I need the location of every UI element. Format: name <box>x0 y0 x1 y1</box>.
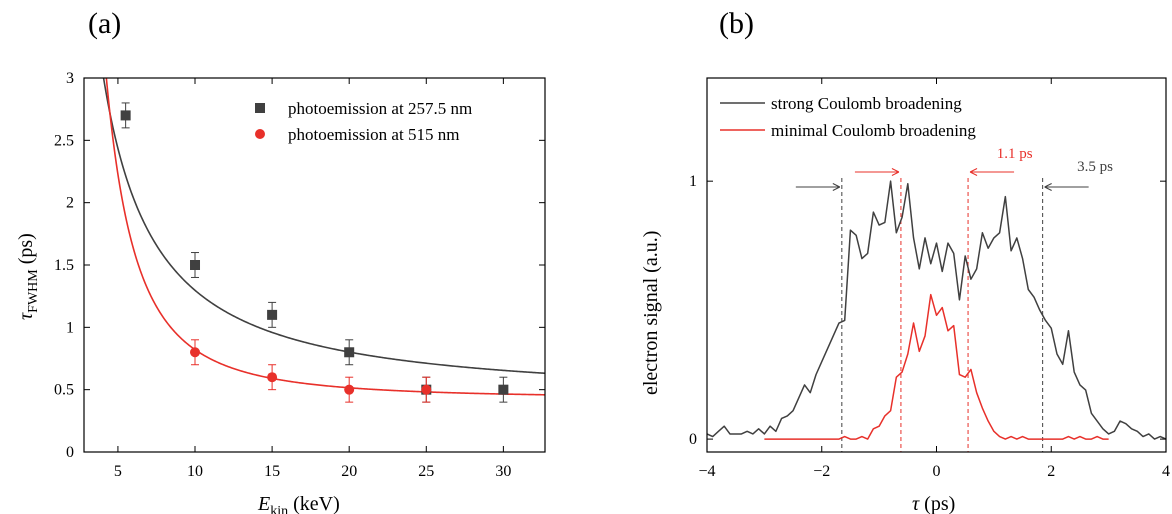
legend-label-minimal: minimal Coulomb broadening <box>771 121 976 140</box>
b-series-line-1 <box>764 293 1109 440</box>
panel-b-label: (b) <box>719 7 754 40</box>
a-point-circle <box>344 384 355 395</box>
b-annotation-0: 1.1 ps <box>997 146 1033 162</box>
legend-marker-515nm <box>255 129 265 139</box>
a-xtick-label: 5 <box>114 463 122 480</box>
a-point-circle <box>190 347 201 358</box>
a-ytick-label: 1 <box>66 319 74 336</box>
panel-a-x-axis-label: Ekin (keV) <box>257 493 340 514</box>
legend-marker-257nm <box>255 103 265 113</box>
panel-b-ticks: −4 −2 0 2 4 0 1 <box>689 78 1170 480</box>
b-xtick-label: −4 <box>698 463 715 480</box>
panel-a-ylabel-sub: FWHM <box>26 269 41 313</box>
b-arrow-black-left-head <box>832 183 841 191</box>
panel-b-xlabel-main: τ <box>912 493 920 514</box>
a-xtick-label: 25 <box>418 463 434 480</box>
panel-a-ticks: 5 10 15 20 25 30 0 0.5 1 1.5 2 2.5 3 <box>54 70 545 480</box>
b-annotation-1: 3.5 ps <box>1077 159 1113 175</box>
panel-a-label: (a) <box>88 7 121 40</box>
a-xtick-label: 15 <box>264 463 280 480</box>
a-point-square <box>498 384 509 395</box>
a-xtick-label: 20 <box>341 463 357 480</box>
panel-a-xlabel-sub: kin <box>270 504 288 514</box>
a-ytick-label: 2 <box>66 195 74 212</box>
a-point-square <box>344 347 355 358</box>
b-ytick-label: 1 <box>689 173 697 190</box>
a-ytick-label: 3 <box>66 70 74 87</box>
b-arrow-red-right-head <box>969 168 978 176</box>
legend-label-257nm: photoemission at 257.5 nm <box>288 99 472 118</box>
panel-b-xlabel-unit: (ps) <box>919 493 955 514</box>
a-xtick-label: 10 <box>187 463 203 480</box>
panel-b-legend: strong Coulomb broadening minimal Coulom… <box>720 94 976 140</box>
panel-b-x-axis-label: τ (ps) <box>912 493 955 514</box>
panel-b-plot-area: 1.1 ps 3.5 ps <box>706 146 1167 452</box>
b-arrow-red-left-head <box>891 168 900 176</box>
panel-a-legend: photoemission at 257.5 nm photoemission … <box>255 99 472 144</box>
legend-label-515nm: photoemission at 515 nm <box>288 125 459 144</box>
a-point-square <box>267 309 278 320</box>
b-series-line-0 <box>706 180 1167 440</box>
a-xtick-label: 30 <box>495 463 511 480</box>
a-fit-curve-1 <box>105 78 545 396</box>
a-ytick-label: 1.5 <box>54 257 74 274</box>
a-point-circle <box>421 384 432 395</box>
panel-b: (b) 1.1 ps 3.5 ps −4 −2 0 2 4 0 1 τ (ps) electr… <box>640 7 1170 514</box>
a-fit-curve-0 <box>102 78 545 375</box>
a-point-circle <box>267 372 278 383</box>
panel-a-xlabel-unit: (keV) <box>288 493 340 514</box>
panel-a-xlabel-main: E <box>257 493 270 514</box>
legend-label-strong: strong Coulomb broadening <box>771 94 962 113</box>
a-ytick-label: 0 <box>66 444 74 461</box>
a-ytick-label: 2.5 <box>54 132 74 149</box>
b-xtick-label: 2 <box>1047 463 1055 480</box>
a-ytick-label: 0.5 <box>54 382 74 399</box>
panel-a-y-axis-label: τFWHM (ps) <box>15 233 41 320</box>
a-point-square <box>120 110 131 121</box>
b-xtick-label: −2 <box>813 463 830 480</box>
panel-a-ylabel-main: τ <box>15 312 37 320</box>
b-ytick-label: 0 <box>689 431 697 448</box>
a-point-square <box>190 260 201 270</box>
b-arrow-black-right-head <box>1044 183 1052 191</box>
panel-a-plot-area <box>102 78 545 403</box>
b-xtick-label: 0 <box>933 463 941 480</box>
panel-b-y-axis-label: electron signal (a.u.) <box>640 231 662 395</box>
panel-a-ylabel-unit: (ps) <box>15 233 37 269</box>
b-xtick-label: 4 <box>1162 463 1170 480</box>
